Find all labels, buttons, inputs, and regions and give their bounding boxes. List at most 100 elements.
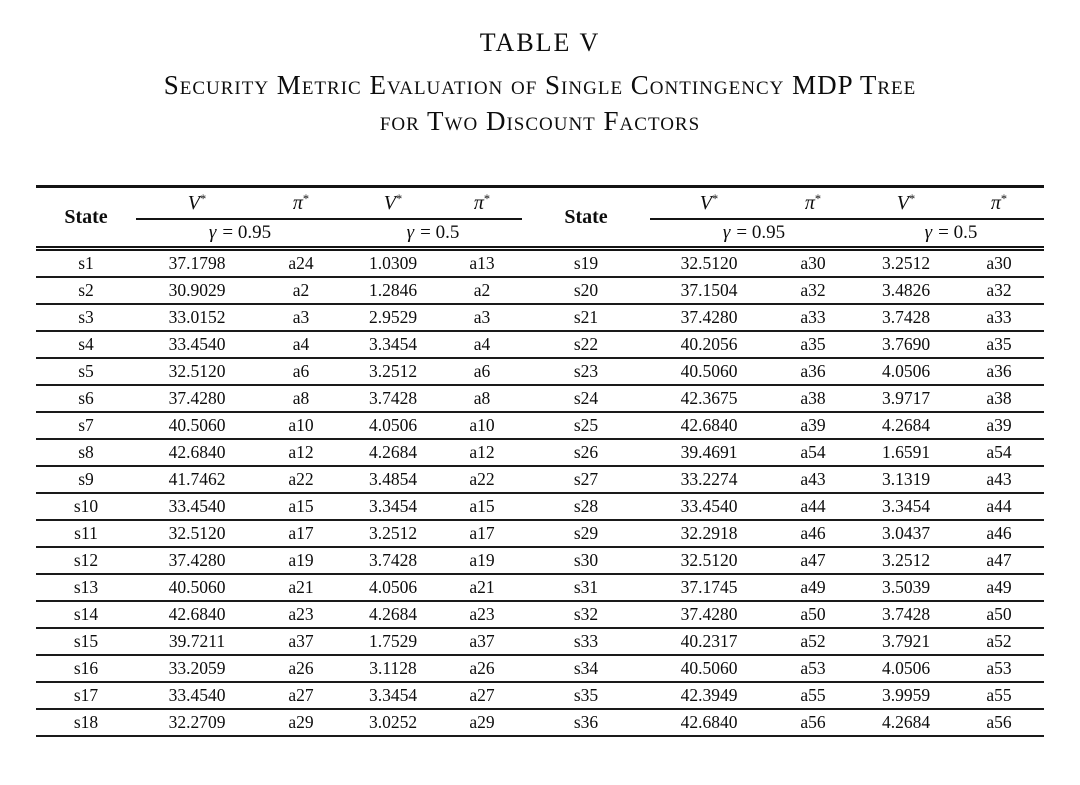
cell-state: s36 (522, 709, 650, 737)
table-row: s9 41.7462 a22 3.4854 a22 s27 33.2274 a43 3.1319… (36, 466, 1044, 494)
gamma-symbol: γ (406, 222, 415, 243)
cell-value-05: 3.7428 (858, 601, 954, 629)
cell-state: s9 (36, 466, 136, 494)
cell-state: s29 (522, 520, 650, 548)
cell-state: s23 (522, 358, 650, 386)
table-row: s4 33.4540 a4 3.3454 a4 s22 40.2056 a35 3.7690 a3… (36, 331, 1044, 359)
cell-policy-05: a56 (954, 709, 1044, 737)
policy-symbol: π (804, 191, 815, 214)
cell-policy-095: a15 (258, 493, 344, 521)
cell-value-095: 32.2709 (136, 709, 258, 737)
cell-policy-095: a21 (258, 574, 344, 602)
col-header-value-05-left: V* (344, 185, 442, 220)
cell-policy-095: a29 (258, 709, 344, 737)
cell-state: s11 (36, 520, 136, 548)
cell-value-095: 32.5120 (650, 248, 768, 278)
cell-value-095: 33.2274 (650, 466, 768, 494)
cell-policy-095: a8 (258, 385, 344, 413)
col-header-policy-095-left: π* (258, 185, 344, 220)
cell-value-05: 4.0506 (858, 655, 954, 683)
cell-state: s12 (36, 547, 136, 575)
cell-value-095: 40.5060 (650, 655, 768, 683)
col-header-value-095-left: V* (136, 185, 258, 220)
cell-value-095: 40.5060 (650, 358, 768, 386)
cell-policy-095: a17 (258, 520, 344, 548)
table-row: s17 33.4540 a27 3.3454 a27 s35 42.3949 a55 3.995… (36, 682, 1044, 710)
cell-policy-095: a55 (768, 682, 858, 710)
cell-value-05: 3.7428 (344, 385, 442, 413)
cell-state: s18 (36, 709, 136, 737)
cell-value-095: 32.5120 (136, 358, 258, 386)
cell-policy-05: a55 (954, 682, 1044, 710)
cell-policy-05: a54 (954, 439, 1044, 467)
cell-value-05: 4.2684 (344, 439, 442, 467)
cell-policy-05: a47 (954, 547, 1044, 575)
cell-policy-05: a19 (442, 547, 522, 575)
cell-value-05: 3.4826 (858, 277, 954, 305)
gamma-value: = 0.5 (938, 222, 978, 243)
cell-value-095: 40.2056 (650, 331, 768, 359)
cell-value-05: 3.0437 (858, 520, 954, 548)
cell-value-095: 33.0152 (136, 304, 258, 332)
table-header: State V* π* V* π* State V* π* V* π* γ = 0… (36, 185, 1044, 251)
cell-policy-05: a36 (954, 358, 1044, 386)
cell-policy-05: a21 (442, 574, 522, 602)
superscript-star: * (909, 191, 916, 206)
cell-value-05: 4.0506 (858, 358, 954, 386)
cell-state: s34 (522, 655, 650, 683)
table-row: s8 42.6840 a12 4.2684 a12 s26 39.4691 a54 1.6591… (36, 439, 1044, 467)
cell-policy-095: a23 (258, 601, 344, 629)
cell-value-05: 3.9959 (858, 682, 954, 710)
table-number: TABLE V (479, 28, 601, 57)
cell-value-095: 42.6840 (650, 709, 768, 737)
cell-value-095: 33.4540 (650, 493, 768, 521)
cell-value-05: 4.2684 (858, 709, 954, 737)
cell-policy-05: a44 (954, 493, 1044, 521)
cell-policy-095: a53 (768, 655, 858, 683)
cell-state: s32 (522, 601, 650, 629)
cell-value-05: 3.5039 (858, 574, 954, 602)
cell-value-095: 40.5060 (136, 574, 258, 602)
cell-value-05: 3.4854 (344, 466, 442, 494)
cell-value-095: 37.4280 (136, 547, 258, 575)
cell-value-095: 41.7462 (136, 466, 258, 494)
cell-value-05: 3.1128 (344, 655, 442, 683)
superscript-star: * (396, 191, 403, 206)
cell-policy-095: a50 (768, 601, 858, 629)
cell-value-095: 30.9029 (136, 277, 258, 305)
cell-policy-095: a47 (768, 547, 858, 575)
value-symbol: V (699, 191, 712, 214)
caption-line-2: for Two Discount Factors (379, 106, 701, 136)
col-header-value-095-right: V* (650, 185, 768, 220)
cell-policy-05: a49 (954, 574, 1044, 602)
cell-state: s15 (36, 628, 136, 656)
table-row: s5 32.5120 a6 3.2512 a6 s23 40.5060 a36 4.0506 a3… (36, 358, 1044, 386)
cell-value-05: 3.1319 (858, 466, 954, 494)
cell-value-095: 42.3675 (650, 385, 768, 413)
cell-policy-05: a3 (442, 304, 522, 332)
cell-value-05: 4.0506 (344, 574, 442, 602)
cell-state: s21 (522, 304, 650, 332)
cell-state: s16 (36, 655, 136, 683)
cell-policy-05: a12 (442, 439, 522, 467)
table-row: s3 33.0152 a3 2.9529 a3 s21 37.4280 a33 3.7428 a3… (36, 304, 1044, 332)
cell-value-05: 3.3454 (344, 493, 442, 521)
cell-value-095: 37.1745 (650, 574, 768, 602)
gamma-symbol: γ (208, 222, 217, 243)
cell-policy-095: a38 (768, 385, 858, 413)
cell-value-05: 1.0309 (344, 248, 442, 278)
cell-policy-095: a2 (258, 277, 344, 305)
cell-value-095: 40.2317 (650, 628, 768, 656)
table-row: s15 39.7211 a37 1.7529 a37 s33 40.2317 a52 3.792… (36, 628, 1044, 656)
policy-symbol: π (473, 191, 484, 214)
cell-policy-095: a12 (258, 439, 344, 467)
cell-policy-095: a36 (768, 358, 858, 386)
value-symbol: V (187, 191, 200, 214)
cell-state: s30 (522, 547, 650, 575)
cell-state: s33 (522, 628, 650, 656)
cell-value-095: 42.6840 (136, 439, 258, 467)
cell-policy-05: a37 (442, 628, 522, 656)
superscript-star: * (814, 191, 822, 206)
gamma-symbol: γ (924, 222, 933, 243)
cell-policy-05: a52 (954, 628, 1044, 656)
